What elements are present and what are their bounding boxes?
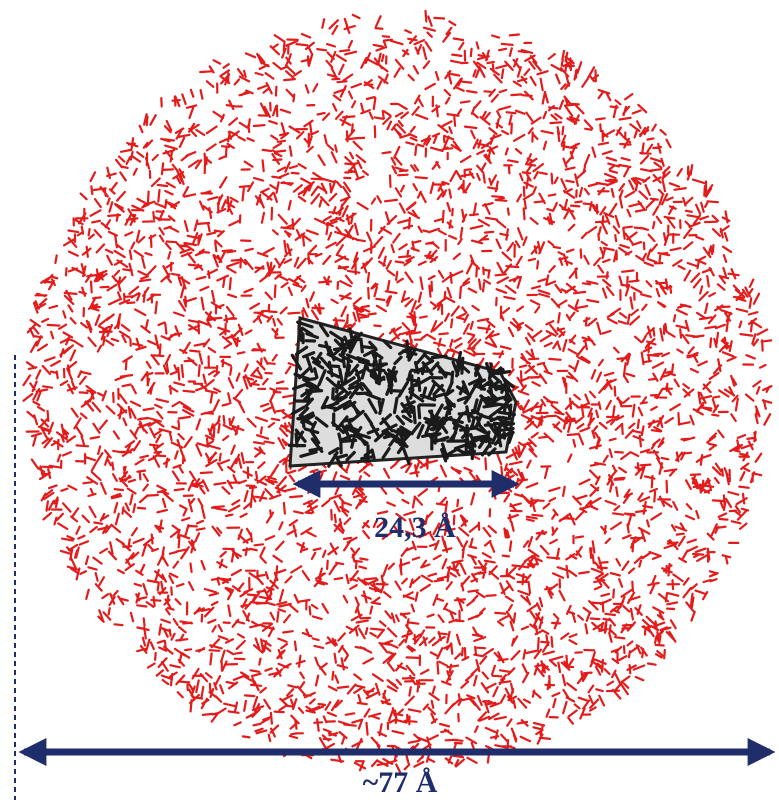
page: 24,3 Å ~77 Å (() => { const data = JSON.… bbox=[0, 0, 779, 800]
outer-width-label: ~77 Å bbox=[363, 766, 438, 799]
inner-width-label: 24,3 Å bbox=[374, 511, 456, 544]
figure: 24,3 Å ~77 Å bbox=[0, 0, 779, 800]
